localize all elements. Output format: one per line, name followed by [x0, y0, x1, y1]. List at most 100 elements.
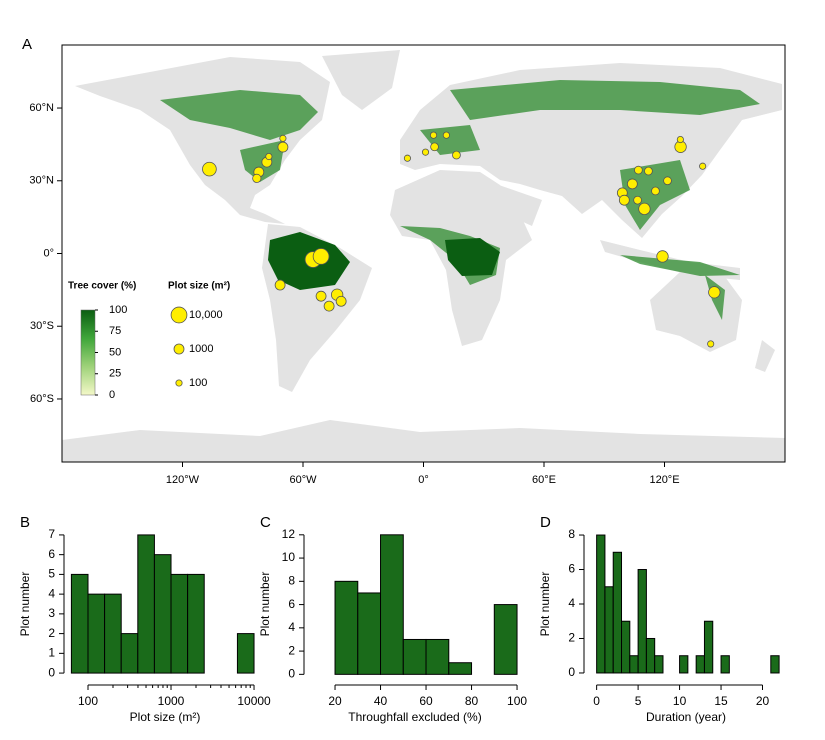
bar — [170, 573, 189, 674]
plot-point — [452, 150, 461, 160]
y-tick-label: 0 — [568, 665, 575, 679]
x-tick-label: 60°W — [289, 474, 317, 486]
bar — [612, 551, 623, 674]
bar — [695, 655, 705, 674]
bar — [380, 534, 404, 675]
plot-point — [252, 173, 262, 183]
plot-point — [279, 134, 287, 142]
x-tick-label: 20 — [328, 694, 342, 708]
y-tick-label: 4 — [48, 586, 55, 600]
y-tick-label: 7 — [48, 527, 55, 541]
x-tick-label: 1000 — [158, 694, 185, 708]
y-tick-label: 6 — [568, 562, 575, 576]
plot-point — [335, 295, 347, 307]
plot-point — [430, 142, 439, 152]
plot-point — [202, 161, 217, 177]
plot-point — [633, 195, 642, 205]
bar — [153, 554, 172, 674]
y-tick-label: 5 — [48, 567, 55, 581]
bar — [637, 569, 647, 674]
plot-point — [644, 166, 653, 176]
plot-point — [315, 290, 327, 302]
colorbar — [80, 309, 96, 396]
y-tick-label: 2 — [288, 643, 295, 657]
y-tick-label: 8 — [568, 527, 575, 541]
plot-point — [403, 154, 411, 162]
bar — [654, 655, 664, 674]
bar — [770, 655, 780, 674]
bar — [120, 633, 139, 674]
panel-label: C — [260, 514, 271, 531]
world-map — [62, 50, 785, 462]
x-tick-label: 120°E — [649, 474, 679, 486]
plot-point — [708, 286, 721, 299]
bar — [645, 637, 656, 674]
x-tick-label: 100 — [507, 694, 527, 708]
plot-point — [634, 165, 643, 175]
x-tick-label: 60°E — [532, 474, 556, 486]
size-legend-label: 10,000 — [189, 309, 223, 321]
plot-point — [429, 131, 438, 139]
y-tick-label: 6 — [288, 597, 295, 611]
x-tick-label: 10000 — [237, 694, 271, 708]
plot-point — [265, 152, 273, 161]
size-legend-circle — [170, 306, 188, 324]
y-tick-label: 12 — [282, 527, 296, 541]
y-tick-label: 0 — [48, 665, 55, 679]
plot-point — [651, 186, 660, 196]
x-tick-label: 10 — [673, 694, 687, 708]
plot-point — [312, 248, 330, 265]
colorbar-tick-label: 25 — [109, 368, 121, 380]
size-legend-label: 100 — [189, 377, 207, 389]
x-tick-label: 100 — [78, 694, 98, 708]
y-tick-label: 10 — [282, 550, 296, 564]
x-tick-label: 120°W — [166, 474, 200, 486]
y-axis-title: Plot number — [538, 572, 552, 637]
colorbar-tick-label: 50 — [109, 346, 121, 358]
plot-point — [442, 131, 450, 139]
x-axis-title: Duration (year) — [646, 710, 726, 724]
plot-point — [663, 176, 672, 186]
bar — [448, 662, 473, 675]
x-tick-label: 15 — [714, 694, 728, 708]
x-tick-label: 40 — [374, 694, 388, 708]
colorbar-title: Tree cover (%) — [68, 281, 136, 292]
colorbar-tick-label: 100 — [109, 304, 127, 316]
plot-point — [638, 202, 651, 216]
panel-label: D — [540, 514, 551, 531]
bar — [703, 620, 714, 674]
y-tick-label: 60°N — [29, 102, 54, 114]
bar — [425, 638, 450, 675]
x-tick-label: 5 — [635, 694, 642, 708]
bar — [720, 655, 730, 674]
plot-point — [656, 250, 669, 263]
bar — [621, 620, 631, 674]
plot-point — [626, 178, 638, 190]
bar — [236, 633, 255, 674]
x-tick-label: 20 — [756, 694, 770, 708]
y-tick-label: 1 — [48, 646, 55, 660]
x-tick-label: 80 — [465, 694, 479, 708]
bar — [679, 655, 689, 674]
bar — [493, 604, 518, 675]
y-tick-label: 2 — [568, 631, 575, 645]
bar — [596, 534, 606, 674]
y-axis-title: Plot number — [258, 572, 272, 637]
y-tick-label: 0 — [288, 667, 295, 681]
bar — [402, 638, 427, 675]
plot-point — [618, 194, 630, 206]
y-tick-label: 60°S — [30, 393, 54, 405]
x-tick-label: 0° — [418, 474, 429, 486]
y-tick-label: 30°S — [30, 320, 54, 332]
plot-point — [277, 141, 289, 153]
plot-point — [421, 148, 430, 156]
y-tick-label: 8 — [288, 573, 295, 587]
y-tick-label: 30°N — [29, 175, 54, 187]
y-tick-label: 0° — [43, 247, 54, 259]
x-tick-label: 60 — [419, 694, 433, 708]
y-tick-label: 6 — [48, 547, 55, 561]
plot-point — [699, 162, 707, 170]
bar — [629, 655, 639, 674]
